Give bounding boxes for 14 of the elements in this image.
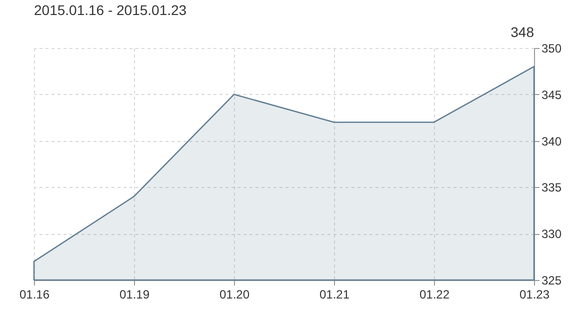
x-tick-label: 01.16	[19, 288, 50, 302]
x-tick-label: 01.20	[219, 288, 250, 302]
x-tick-label: 01.21	[319, 288, 350, 302]
y-tick-label: 335	[542, 180, 562, 195]
y-tick-label: 350	[542, 42, 562, 56]
x-tick-label: 01.23	[519, 288, 550, 302]
y-tick-label: 330	[542, 227, 562, 242]
x-tick-label: 01.22	[419, 288, 450, 302]
y-tick-label: 340	[542, 134, 562, 148]
x-tick-label: 01.19	[119, 288, 150, 302]
y-tick-label: 325	[542, 274, 562, 288]
chart-title: 2015.01.16 - 2015.01.23	[34, 2, 187, 18]
text: 348	[510, 24, 534, 40]
y-tick-label: 345	[542, 88, 562, 102]
